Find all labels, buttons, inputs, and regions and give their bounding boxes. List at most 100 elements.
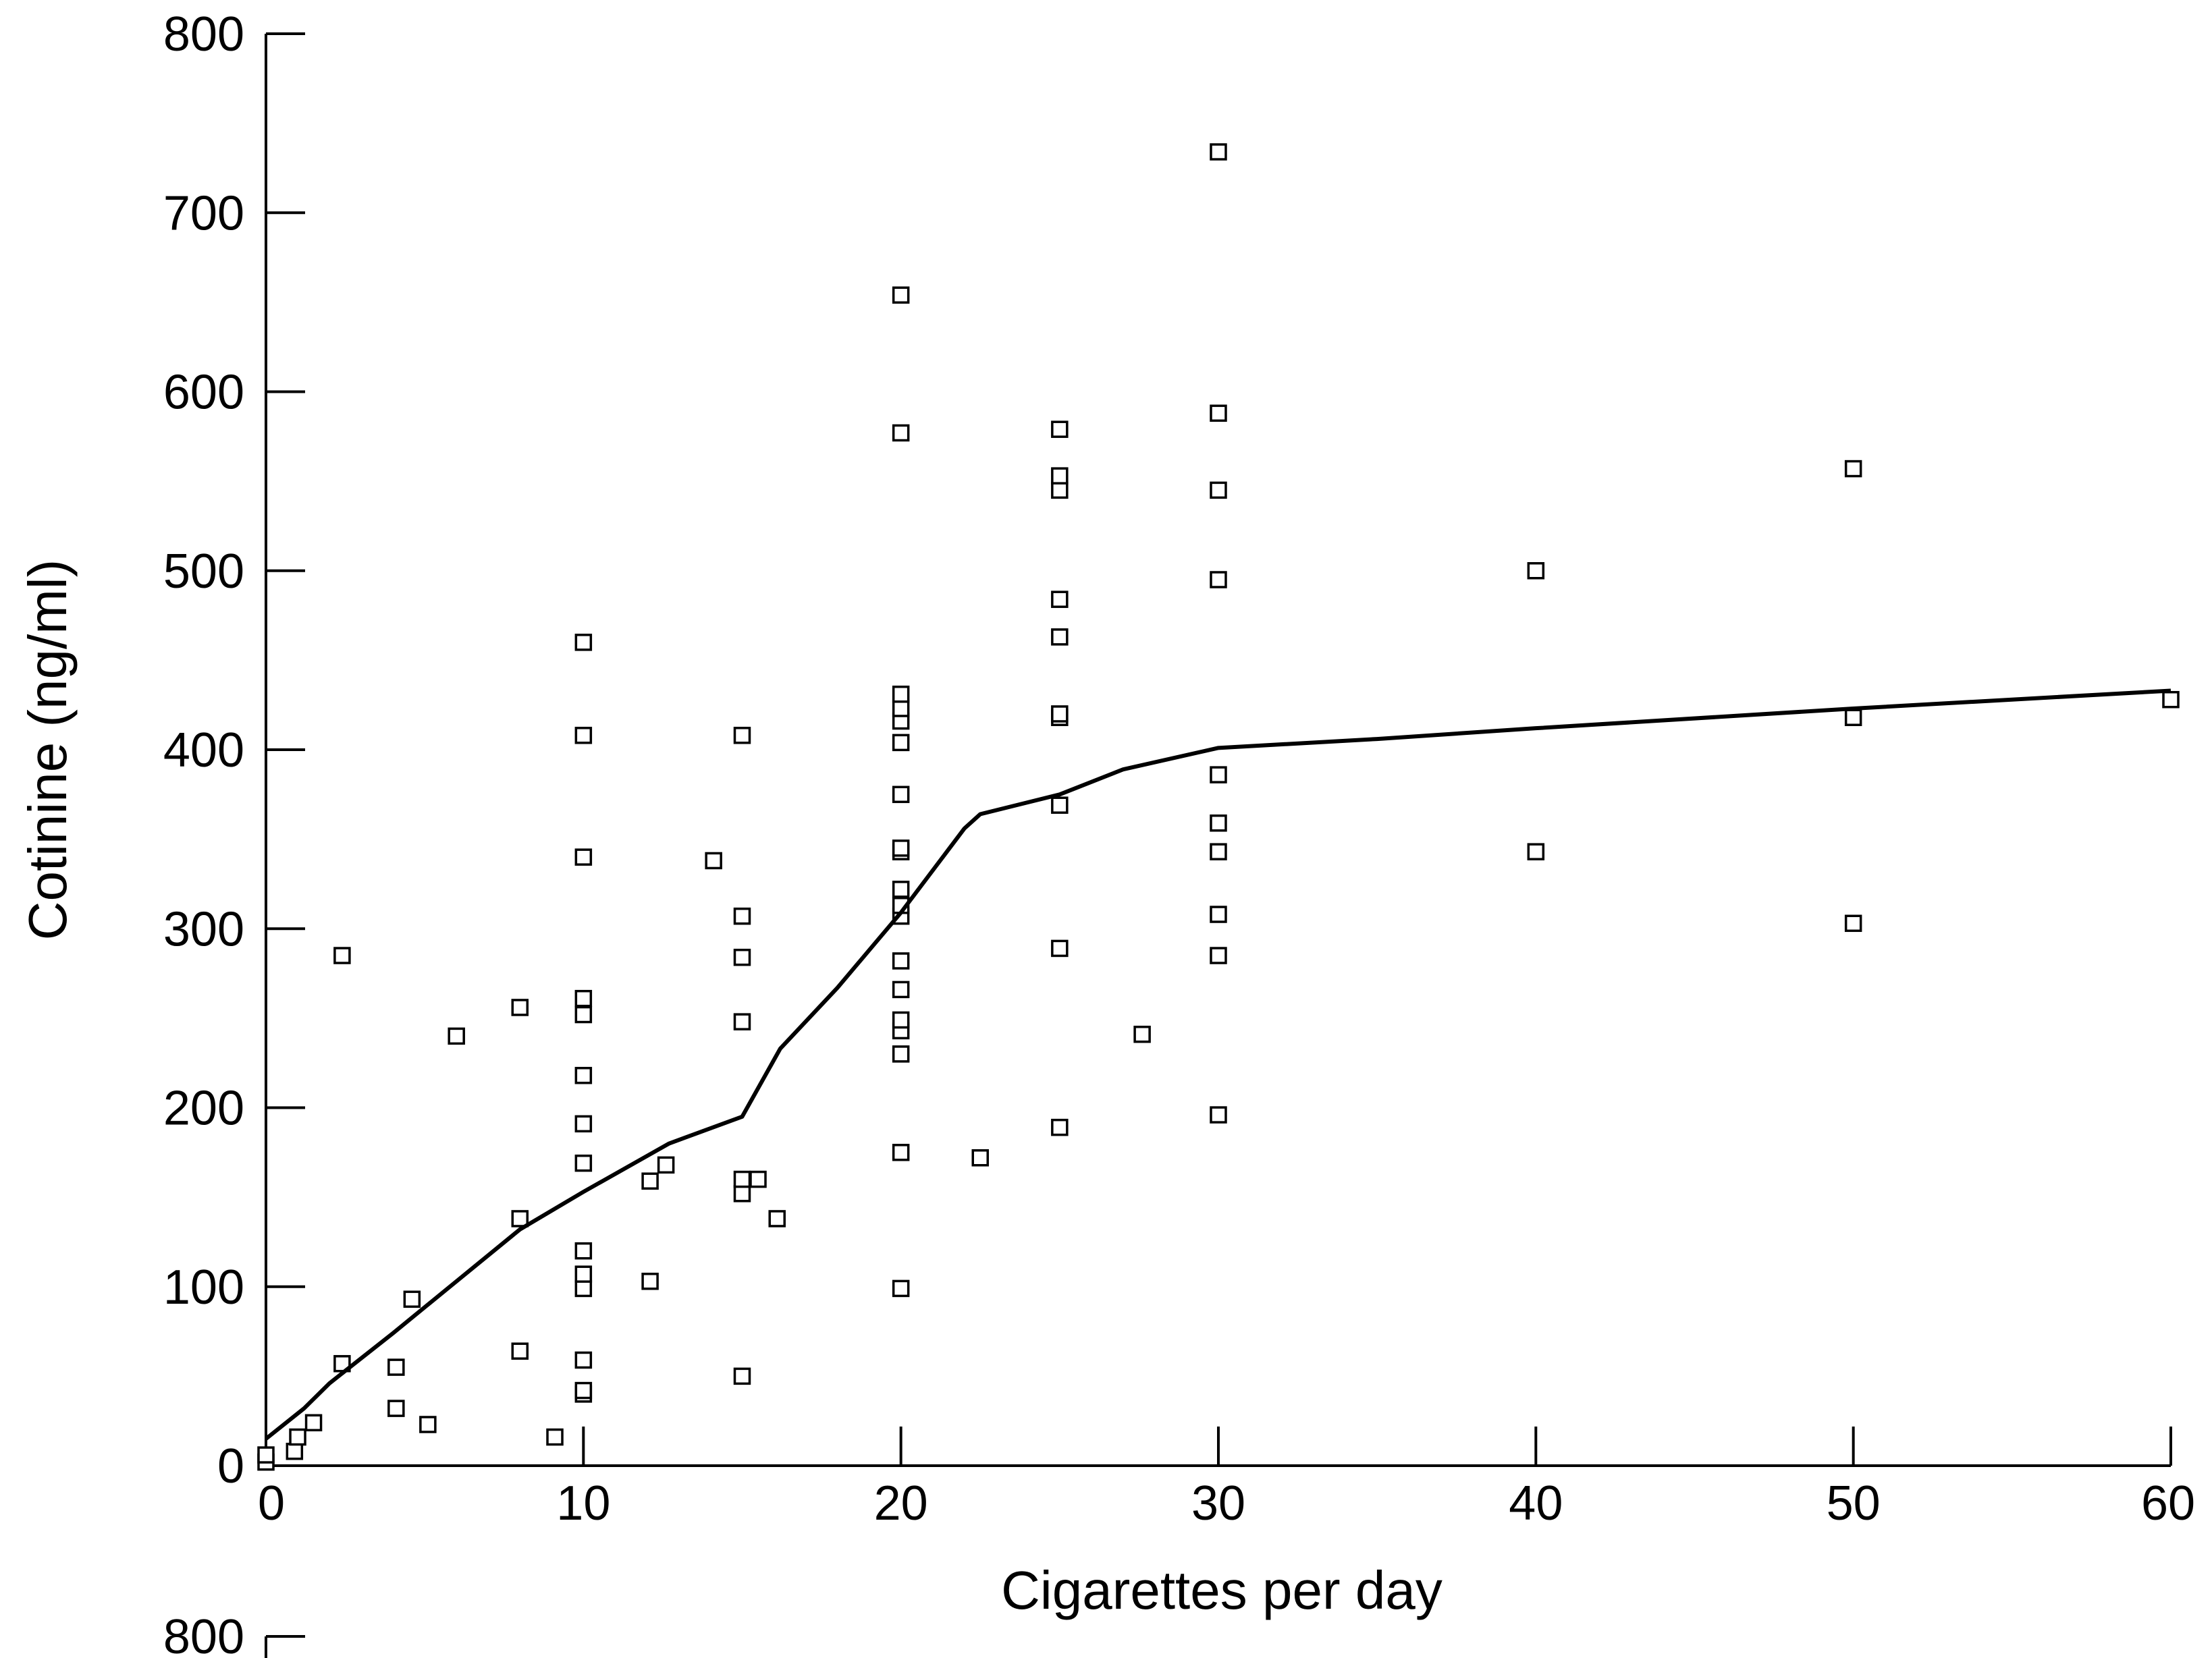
data-point bbox=[1052, 941, 1067, 956]
y-tick-label: 700 bbox=[163, 186, 244, 240]
data-point bbox=[1052, 798, 1067, 812]
data-point bbox=[1211, 948, 1226, 963]
data-point bbox=[1211, 482, 1226, 497]
data-point bbox=[1211, 572, 1226, 587]
data-point bbox=[576, 1116, 591, 1131]
data-point bbox=[576, 1068, 591, 1083]
data-point bbox=[576, 1383, 591, 1398]
data-point bbox=[512, 1344, 527, 1358]
x-tick-label: 40 bbox=[1509, 1476, 1563, 1530]
data-point bbox=[1052, 630, 1067, 644]
data-point bbox=[1211, 406, 1226, 420]
y-tick-label: 600 bbox=[163, 366, 244, 420]
y-tick-label: 300 bbox=[163, 902, 244, 956]
data-point bbox=[1211, 767, 1226, 782]
data-point bbox=[404, 1292, 419, 1306]
data-point bbox=[735, 1186, 750, 1201]
data-point bbox=[894, 882, 909, 897]
data-point bbox=[1211, 144, 1226, 159]
data-point bbox=[576, 635, 591, 650]
data-point bbox=[1135, 1027, 1150, 1042]
data-point bbox=[643, 1274, 657, 1289]
data-point bbox=[512, 1000, 527, 1015]
data-point bbox=[576, 1267, 591, 1281]
data-point bbox=[735, 1172, 750, 1187]
data-point bbox=[306, 1415, 321, 1430]
data-point bbox=[576, 1281, 591, 1296]
data-point bbox=[894, 735, 909, 750]
data-point bbox=[335, 948, 350, 963]
data-point bbox=[576, 1244, 591, 1259]
data-point bbox=[389, 1401, 404, 1416]
data-point bbox=[576, 991, 591, 1006]
data-point bbox=[706, 853, 721, 868]
data-point bbox=[576, 728, 591, 743]
data-point bbox=[1211, 816, 1226, 831]
data-point bbox=[1211, 1107, 1226, 1122]
trend-line bbox=[266, 690, 2171, 1439]
data-point bbox=[659, 1157, 674, 1172]
data-point bbox=[894, 982, 909, 997]
data-point bbox=[1846, 916, 1861, 931]
data-point bbox=[576, 1156, 591, 1171]
data-point bbox=[735, 728, 750, 743]
data-point bbox=[1052, 482, 1067, 497]
x-tick-label: 20 bbox=[874, 1476, 928, 1530]
x-tick-label: 30 bbox=[1191, 1476, 1245, 1530]
data-point bbox=[1052, 592, 1067, 607]
data-point bbox=[1211, 907, 1226, 922]
x-tick-label: 10 bbox=[556, 1476, 610, 1530]
data-point bbox=[1846, 710, 1861, 725]
data-point bbox=[894, 287, 909, 302]
data-point bbox=[547, 1430, 562, 1445]
data-point bbox=[576, 1007, 591, 1022]
data-point bbox=[1052, 468, 1067, 483]
data-point bbox=[512, 1211, 527, 1226]
data-point bbox=[1211, 844, 1226, 859]
data-point bbox=[894, 841, 909, 856]
data-point bbox=[259, 1447, 273, 1462]
data-point bbox=[1052, 707, 1067, 721]
data-point bbox=[287, 1444, 302, 1459]
data-point bbox=[894, 1047, 909, 1061]
data-point bbox=[1528, 844, 1543, 859]
x-tick-label: 60 bbox=[2141, 1476, 2195, 1530]
data-point bbox=[894, 701, 909, 716]
data-point bbox=[735, 1369, 750, 1383]
data-point bbox=[421, 1417, 435, 1432]
data-point bbox=[973, 1151, 988, 1165]
data-point bbox=[770, 1211, 784, 1226]
data-point bbox=[735, 909, 750, 924]
y-tick-label: 800 bbox=[163, 1610, 244, 1658]
x-tick-label: 50 bbox=[1827, 1476, 1881, 1530]
x-axis-title: Cigarettes per day bbox=[1001, 1560, 1442, 1620]
y-tick-label: 0 bbox=[217, 1439, 244, 1493]
y-axis-title: Cotinine (ng/ml) bbox=[18, 559, 78, 941]
data-point bbox=[894, 1145, 909, 1160]
data-point bbox=[389, 1360, 404, 1375]
y-tick-label: 500 bbox=[163, 545, 244, 599]
data-point bbox=[894, 426, 909, 441]
scatter-panel-second: 800 bbox=[163, 1610, 305, 1658]
data-point bbox=[735, 1014, 750, 1029]
data-point bbox=[894, 787, 909, 802]
data-point bbox=[1052, 1120, 1067, 1135]
data-point bbox=[643, 1173, 657, 1188]
data-point bbox=[735, 950, 750, 965]
data-point bbox=[894, 687, 909, 702]
y-axis-ticks: 0 100 200 300 400 500 600 700 800 bbox=[163, 7, 305, 1493]
data-point bbox=[576, 1353, 591, 1368]
x-tick-label: 0 bbox=[258, 1476, 285, 1530]
y-tick-label: 400 bbox=[163, 723, 244, 777]
data-point bbox=[576, 850, 591, 864]
data-point bbox=[894, 1281, 909, 1296]
data-point bbox=[1052, 422, 1067, 437]
data-point bbox=[2163, 692, 2178, 707]
data-markers bbox=[259, 144, 2178, 1470]
data-point bbox=[894, 954, 909, 968]
y-axis-ticks-panel-2: 800 bbox=[163, 1610, 305, 1658]
y-tick-label: 200 bbox=[163, 1082, 244, 1136]
data-point bbox=[290, 1430, 305, 1445]
data-point bbox=[449, 1028, 464, 1043]
